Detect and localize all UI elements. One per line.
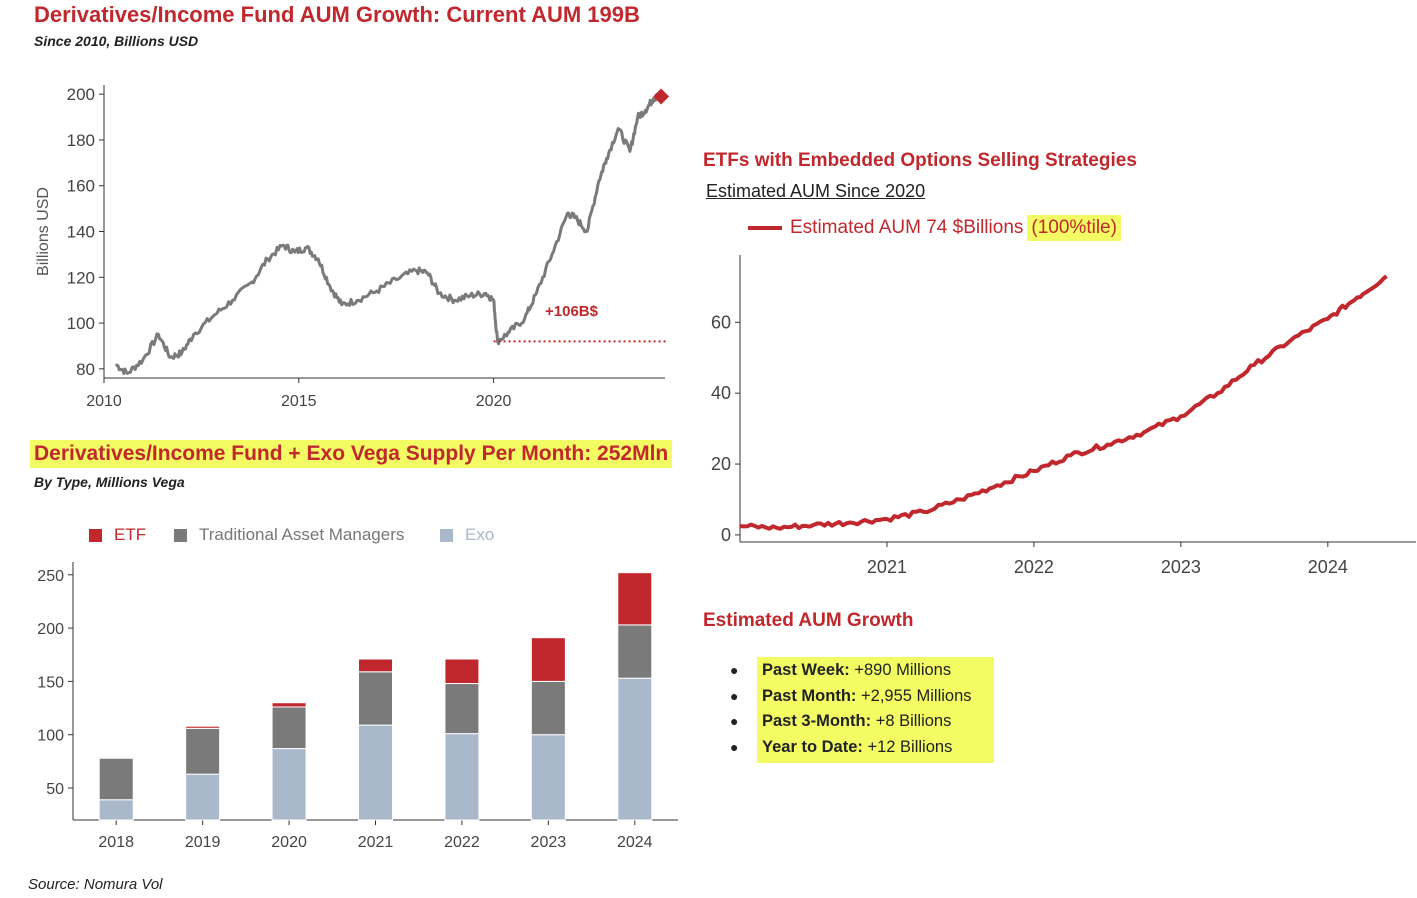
- x-tick-label: 2018: [98, 834, 134, 851]
- aum-growth-subtitle: Since 2010, Billions USD: [34, 33, 199, 49]
- growth-item-label: Year to Date:: [762, 737, 863, 756]
- legend-label-traditional: Traditional Asset Managers: [199, 525, 405, 544]
- bar-exo: [271, 748, 307, 821]
- y-tick-label: 60: [711, 312, 731, 332]
- x-tick-label: 2022: [1014, 557, 1054, 577]
- x-tick-label: 2020: [476, 393, 512, 410]
- x-tick-label: 2021: [358, 834, 394, 851]
- legend-label-etf: ETF: [114, 525, 147, 544]
- y-tick-label: 200: [37, 621, 64, 638]
- y-tick-label: 180: [67, 131, 95, 150]
- bar-exo: [185, 773, 221, 821]
- growth-item-value: +12 Billions: [867, 737, 953, 756]
- bar-traditional-asset-managers: [617, 624, 653, 679]
- bar-etf: [617, 572, 653, 626]
- x-tick-label: 2024: [617, 834, 653, 851]
- y-tick-label: 80: [76, 360, 95, 379]
- growth-highlight-box: [757, 657, 994, 763]
- y-tick-label: 100: [67, 314, 95, 333]
- growth-item-value: +2,955 Millions: [861, 686, 972, 705]
- bar-traditional-asset-managers: [98, 757, 134, 801]
- y-tick-label: 120: [67, 268, 95, 287]
- bar-traditional-asset-managers: [530, 680, 566, 736]
- bar-exo: [98, 799, 134, 821]
- current-aum-marker: [653, 88, 670, 105]
- bar-traditional-asset-managers: [358, 671, 393, 726]
- aum-growth-chart: 80 100 120 140 160 180 200 2010 2015 2020 Billions…: [35, 85, 670, 410]
- y-tick-label: 100: [37, 728, 64, 745]
- bar-traditional-asset-managers: [185, 727, 221, 775]
- aum-growth-stats-title: Estimated AUM Growth: [703, 610, 914, 631]
- x-tick-label: 2015: [281, 393, 317, 410]
- y-tick-label: 0: [721, 525, 731, 545]
- aum-gain-annotation: +106B$: [545, 303, 599, 320]
- bar-traditional-asset-managers: [271, 706, 307, 750]
- y-tick-label: 40: [711, 383, 731, 403]
- legend-item-exo: Exo: [440, 525, 494, 545]
- etf-options-legend: Estimated AUM 74 $Billions (100%tile): [748, 214, 1121, 242]
- y-tick-label: 140: [67, 223, 95, 242]
- x-tick-label: 2019: [185, 834, 221, 851]
- growth-item-label: Past Month:: [762, 686, 857, 705]
- vega-supply-chart: 50 100 150 200 250 2018 2019 2020 2021 2022 2023 20…: [37, 562, 678, 851]
- y-tick-label: 200: [67, 85, 95, 104]
- aum-legend-swatch: [748, 226, 782, 230]
- bar-exo: [358, 724, 393, 821]
- etf-options-chart: 0 20 40 60 2021 2022 2023 2024: [711, 255, 1416, 577]
- growth-item: ● Past 3-Month: +8 Billions: [730, 712, 952, 730]
- aum-legend-label: Estimated AUM 74 $Billions: [790, 217, 1024, 238]
- x-tick-label: 2020: [271, 834, 307, 851]
- growth-item: ● Past Week: +890 Millions: [730, 661, 952, 679]
- y-tick-label: 160: [67, 177, 95, 196]
- growth-stats-list: ● Past Week: +890 Millions ● Past Month: +…: [730, 658, 972, 760]
- x-tick-label: 2021: [867, 557, 907, 577]
- source-note: Source: Nomura Vol: [28, 876, 163, 893]
- vega-supply-subtitle: By Type, Millions Vega: [34, 474, 185, 490]
- legend-label-exo: Exo: [465, 525, 495, 544]
- etf-options-subtitle: Estimated AUM Since 2020: [706, 181, 926, 201]
- etf-swatch: [89, 528, 102, 542]
- growth-item-value: +890 Millions: [854, 661, 952, 679]
- bar-etf: [271, 702, 307, 708]
- y-tick-label: 250: [37, 568, 64, 585]
- growth-item-value: +8 Billions: [875, 712, 952, 730]
- etf-aum-series-line: [739, 274, 1388, 531]
- y-tick-label: 20: [711, 454, 731, 474]
- bar-etf: [185, 725, 221, 729]
- y-axis-label: Billions USD: [35, 187, 52, 276]
- aum-legend-percentile: (100%tile): [1027, 215, 1121, 241]
- bar-traditional-asset-managers: [444, 683, 480, 735]
- x-tick-label: 2022: [444, 834, 480, 851]
- legend-item-traditional: Traditional Asset Managers: [174, 525, 404, 545]
- bar-exo: [530, 734, 566, 821]
- aum-growth-title: Derivatives/Income Fund AUM Growth: Curr…: [34, 2, 640, 27]
- vega-supply-title: Derivatives/Income Fund + Exo Vega Suppl…: [30, 440, 673, 468]
- y-tick-label: 150: [37, 674, 64, 691]
- x-tick-label: 2010: [86, 393, 122, 410]
- growth-item: ● Past Month: +2,955 Millions: [730, 686, 972, 705]
- traditional-swatch: [174, 528, 187, 542]
- growth-item-label: Past Week:: [762, 661, 850, 679]
- x-tick-label: 2023: [531, 834, 567, 851]
- etf-options-title: ETFs with Embedded Options Selling Strat…: [703, 150, 1137, 171]
- x-tick-label: 2024: [1308, 557, 1348, 577]
- bar-etf: [98, 756, 134, 759]
- bar-exo: [617, 677, 653, 821]
- legend-item-etf: ETF: [89, 525, 146, 545]
- y-tick-label: 50: [46, 781, 64, 798]
- aum-series-line: [114, 93, 659, 376]
- bar-etf: [530, 637, 566, 682]
- bar-exo: [444, 733, 480, 821]
- exo-swatch: [440, 528, 453, 542]
- bar-etf: [358, 658, 393, 673]
- x-tick-label: 2023: [1161, 557, 1201, 577]
- growth-item: ● Year to Date: +12 Billions: [730, 737, 953, 756]
- bar-etf: [444, 658, 480, 685]
- growth-item-label: Past 3-Month:: [762, 712, 872, 730]
